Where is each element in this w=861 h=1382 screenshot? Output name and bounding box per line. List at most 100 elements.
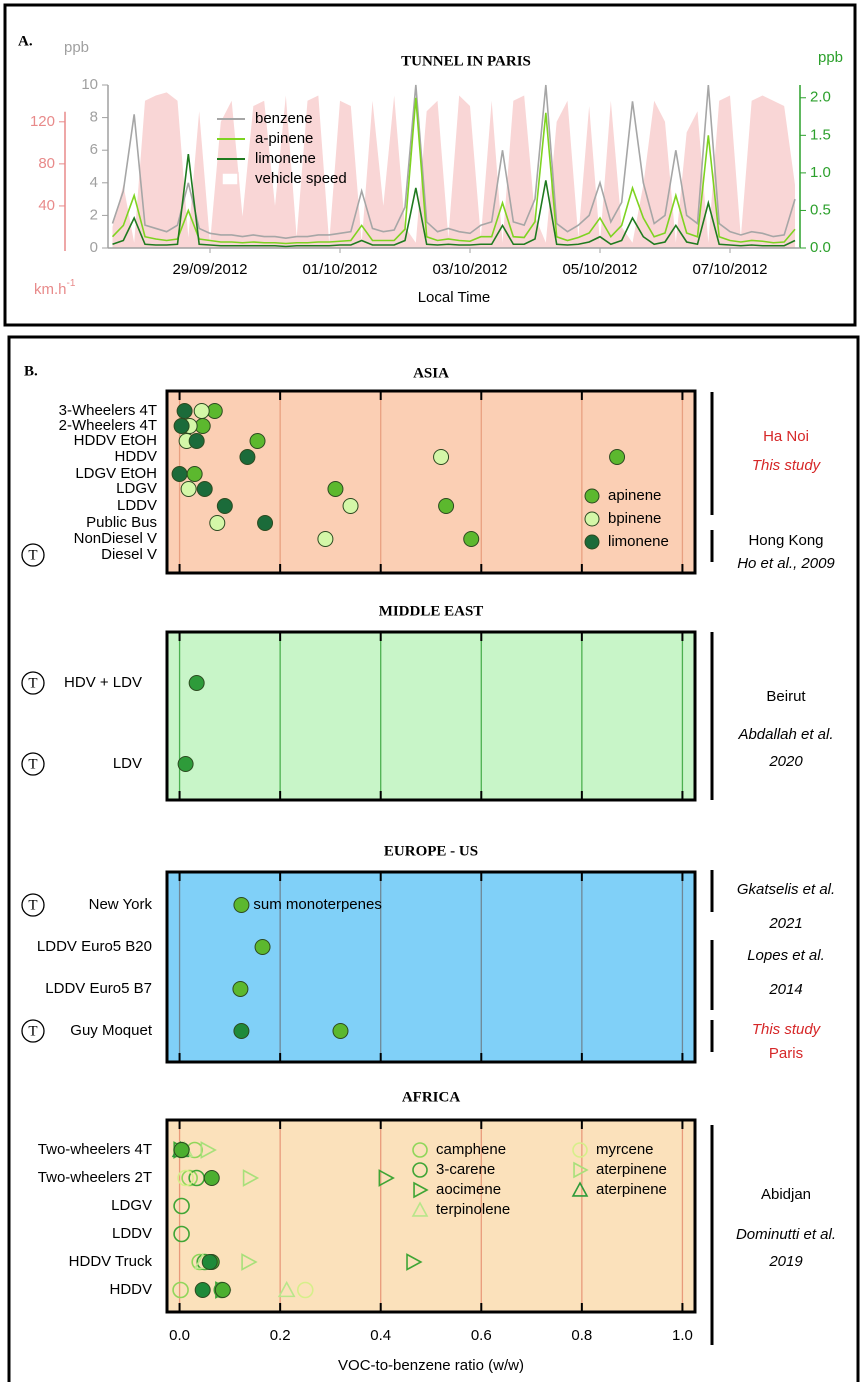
speed-area bbox=[112, 92, 795, 248]
y3-axis-unit: km.h bbox=[34, 281, 67, 298]
x-tick-label: 0.8 bbox=[571, 1327, 592, 1344]
category-label: LDDV Euro5 B20 bbox=[37, 938, 152, 955]
source-note: Gkatselis et al. bbox=[737, 881, 835, 898]
source-note: Dominutti et al. bbox=[736, 1226, 836, 1243]
source-note: This study bbox=[752, 1021, 822, 1038]
x-tick-label: 01/10/2012 bbox=[302, 261, 377, 278]
circle-marker bbox=[342, 498, 359, 514]
x-tick-label: 29/09/2012 bbox=[172, 261, 247, 278]
y3-tick-label: 80 bbox=[38, 155, 55, 172]
x-tick-label: 0.4 bbox=[370, 1327, 391, 1344]
category-label: HDDV bbox=[114, 448, 157, 465]
tunnel-badge bbox=[21, 671, 45, 695]
triangle-marker bbox=[411, 1201, 429, 1217]
circle-marker bbox=[201, 1254, 218, 1270]
category-label: Two-wheelers 4T bbox=[38, 1141, 152, 1158]
x-tick-label: 07/10/2012 bbox=[692, 261, 767, 278]
category-label: LDGV bbox=[116, 480, 157, 497]
triangle-marker bbox=[242, 1169, 260, 1187]
y3-tick-label: 120 bbox=[30, 113, 55, 130]
plot-area bbox=[167, 872, 695, 1062]
chart-title: MIDDLE EAST bbox=[379, 603, 484, 619]
y-axis-label: ppb bbox=[64, 39, 89, 56]
y-tick-label: 0 bbox=[90, 239, 98, 256]
circle-marker bbox=[214, 1282, 231, 1298]
x-tick-label: 0.0 bbox=[169, 1327, 190, 1344]
category-label: 3-Wheelers 4T bbox=[59, 402, 157, 419]
circle-marker bbox=[203, 1170, 220, 1186]
circle-marker bbox=[317, 531, 334, 547]
source-note: Beirut bbox=[766, 688, 806, 705]
category-label: 2-Wheelers 4T bbox=[59, 417, 157, 434]
source-note: Paris bbox=[769, 1045, 803, 1062]
plot-frame bbox=[165, 389, 697, 575]
circle-marker bbox=[177, 756, 194, 772]
category-label: HDDV EtOH bbox=[74, 432, 157, 449]
legend-label: terpinolene bbox=[436, 1201, 510, 1218]
category-label: HDV + LDV bbox=[64, 674, 142, 691]
x-tick-label: 03/10/2012 bbox=[432, 261, 507, 278]
plot-frame bbox=[165, 1118, 697, 1314]
circle-marker bbox=[177, 1169, 194, 1187]
circle-marker bbox=[463, 531, 480, 547]
circle-marker bbox=[173, 1142, 190, 1158]
y2-axis-label: ppb bbox=[818, 49, 843, 66]
y2-tick-label: 1.0 bbox=[810, 164, 831, 181]
triangle-marker bbox=[413, 1181, 429, 1199]
source-note: 2014 bbox=[768, 981, 802, 998]
legend-label: myrcene bbox=[596, 1141, 654, 1158]
circle-marker bbox=[172, 1281, 189, 1299]
circle-marker bbox=[171, 466, 188, 482]
source-note: Lopes et al. bbox=[747, 947, 825, 964]
circle-marker bbox=[332, 1023, 349, 1039]
legend-label: bpinene bbox=[608, 510, 661, 527]
panel-label: A. bbox=[18, 33, 33, 49]
chart-title: TUNNEL IN PARIS bbox=[401, 53, 531, 69]
circle-marker bbox=[412, 1162, 428, 1178]
x-tick-label: 1.0 bbox=[672, 1327, 693, 1344]
circle-marker bbox=[584, 511, 600, 527]
circle-marker bbox=[194, 1282, 211, 1298]
plot-area bbox=[167, 632, 695, 800]
legend-label: apinene bbox=[608, 487, 661, 504]
circle-marker bbox=[181, 1169, 198, 1187]
source-note: Hong Kong bbox=[748, 532, 823, 549]
x-axis-label: VOC-to-benzene ratio (w/w) bbox=[338, 1357, 524, 1374]
y3-tick-label: 40 bbox=[38, 197, 55, 214]
category-label: LDV bbox=[113, 755, 142, 772]
triangle-marker bbox=[378, 1169, 395, 1187]
legend-label: aterpinene bbox=[596, 1181, 667, 1198]
circle-marker bbox=[257, 515, 274, 531]
tunnel-badge bbox=[21, 893, 45, 917]
circle-marker bbox=[609, 449, 626, 465]
tunnel-badge bbox=[21, 1019, 45, 1043]
circle-marker bbox=[438, 498, 455, 514]
circle-marker bbox=[173, 1225, 190, 1243]
legend-label: vehicle speed bbox=[255, 170, 347, 187]
tunnel-badge-label: T bbox=[28, 547, 37, 563]
x-tick-label: 05/10/2012 bbox=[562, 261, 637, 278]
circle-marker bbox=[433, 449, 450, 465]
y2-tick-label: 1.5 bbox=[810, 126, 831, 143]
y-tick-label: 8 bbox=[90, 109, 98, 126]
y3-axis-unit-exponent: -1 bbox=[67, 278, 76, 289]
circle-marker bbox=[412, 1142, 428, 1158]
circle-marker bbox=[188, 675, 205, 691]
category-label: LDGV EtOH bbox=[75, 465, 157, 482]
source-note: 2019 bbox=[768, 1253, 803, 1270]
y-tick-label: 6 bbox=[90, 141, 98, 158]
circle-marker bbox=[186, 466, 203, 482]
tunnel-badge bbox=[21, 543, 45, 567]
circle-marker bbox=[176, 403, 193, 419]
tunnel-badge-label: T bbox=[28, 756, 37, 772]
y-tick-label: 4 bbox=[90, 174, 98, 191]
category-label: Guy Moquet bbox=[70, 1022, 153, 1039]
category-label: Two-wheelers 2T bbox=[38, 1169, 152, 1186]
triangle-marker bbox=[200, 1141, 217, 1159]
plot-frame bbox=[165, 630, 697, 802]
source-note: Abidjan bbox=[761, 1186, 811, 1203]
circle-marker bbox=[239, 449, 256, 465]
circle-marker bbox=[296, 1281, 314, 1299]
